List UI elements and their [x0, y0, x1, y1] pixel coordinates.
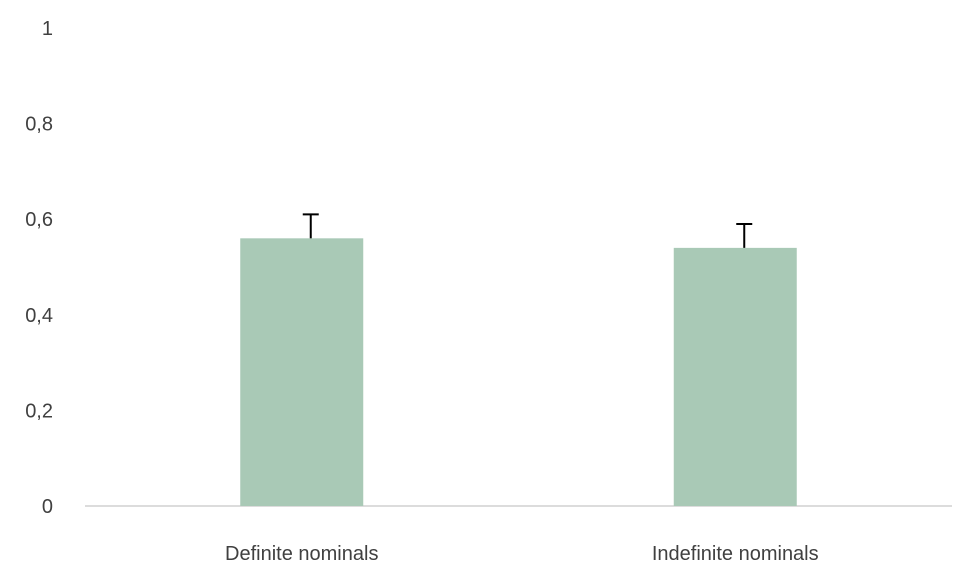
y-tick-label: 0,4 [25, 305, 53, 327]
y-tick-label: 0 [42, 496, 53, 518]
y-tick-label: 0,6 [25, 209, 53, 231]
x-category-label: Definite nominals [225, 543, 378, 565]
x-category-label: Indefinite nominals [652, 543, 819, 565]
error-bars [302, 213, 753, 248]
y-tick-label: 0,2 [25, 400, 53, 422]
bar-definite-nominals [240, 238, 364, 506]
y-tick-label: 1 [42, 18, 53, 40]
bars [240, 238, 797, 506]
x-axis-category-labels: Definite nominals Indefinite nominals [225, 543, 819, 565]
bar-indefinite-nominals [673, 247, 797, 506]
y-axis-tick-labels: 0 0,2 0,4 0,6 0,8 1 [25, 18, 53, 518]
y-tick-label: 0,8 [25, 114, 53, 136]
